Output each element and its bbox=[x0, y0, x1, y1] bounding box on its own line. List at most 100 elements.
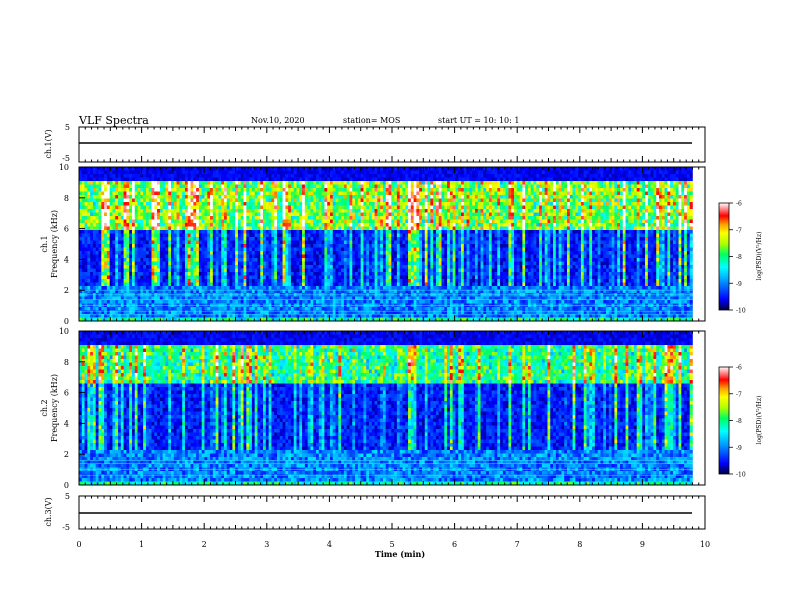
spectrogram-cell bbox=[201, 247, 205, 252]
spectrogram-cell bbox=[307, 226, 311, 231]
spectrogram-cell bbox=[159, 282, 163, 287]
spectrogram-cell bbox=[212, 188, 216, 192]
spectrogram-cell bbox=[338, 223, 342, 227]
spectrogram-cell bbox=[318, 202, 322, 206]
spectrogram-cell bbox=[207, 279, 211, 283]
spectrogram-cell bbox=[204, 184, 208, 189]
spectrogram-cell bbox=[187, 223, 191, 227]
spectrogram-cell bbox=[179, 300, 183, 304]
spectrogram-cell bbox=[123, 272, 127, 276]
spectrogram-cell bbox=[324, 258, 328, 262]
spectrogram-cell bbox=[79, 296, 83, 301]
spectrogram-cell bbox=[196, 289, 200, 294]
spectrogram-cell bbox=[118, 307, 122, 311]
spectrogram-cell bbox=[137, 282, 141, 287]
spectrogram-cell bbox=[207, 195, 211, 199]
spectrogram-cell bbox=[226, 219, 230, 224]
spectrogram-cell bbox=[196, 300, 200, 304]
spectrogram-cell bbox=[232, 272, 236, 276]
spectrogram-cell bbox=[265, 237, 269, 241]
spectrogram-cell bbox=[374, 219, 378, 224]
spectrogram-cell bbox=[159, 240, 163, 245]
spectrogram-cell bbox=[137, 317, 141, 322]
spectrogram-cell bbox=[210, 268, 214, 273]
spectrogram-cell bbox=[229, 289, 233, 294]
spectrogram-cell bbox=[240, 209, 244, 213]
spectrogram-cell bbox=[237, 310, 242, 315]
spectrogram-cell bbox=[316, 181, 320, 185]
spectrogram-cell bbox=[134, 226, 138, 231]
spectrogram-cell bbox=[173, 240, 177, 245]
spectrogram-cell bbox=[265, 275, 269, 280]
spectrogram-cell bbox=[120, 254, 124, 259]
spectrogram-cell bbox=[190, 268, 194, 273]
spectrogram-cell bbox=[296, 237, 300, 241]
spectrogram-cell bbox=[98, 268, 102, 273]
spectrogram-cell bbox=[120, 272, 124, 276]
spectrogram-cell bbox=[196, 279, 200, 283]
spectrogram-cell bbox=[226, 216, 230, 220]
spectrogram-cell bbox=[90, 195, 94, 199]
spectrogram-cell bbox=[321, 275, 325, 280]
spectrogram-cell bbox=[332, 265, 336, 269]
spectrogram-cell bbox=[304, 258, 308, 262]
spectrogram-cell bbox=[193, 300, 197, 304]
spectrogram-cell bbox=[193, 209, 197, 213]
spectrogram-cell bbox=[120, 202, 124, 206]
spectrogram-cell bbox=[126, 170, 130, 175]
spectrogram-cell bbox=[243, 188, 247, 192]
spectrogram-cell bbox=[184, 247, 189, 252]
spectrogram-cell bbox=[377, 233, 381, 238]
spectrogram-cell bbox=[104, 317, 108, 322]
spectrogram-cell bbox=[271, 240, 275, 245]
spectrogram-cell bbox=[324, 286, 328, 290]
spectrogram-cell bbox=[363, 198, 367, 203]
spectrogram-cell bbox=[332, 170, 336, 175]
spectrogram-cell bbox=[254, 223, 258, 227]
spectrogram-cell bbox=[240, 296, 244, 301]
spectrogram-cell bbox=[346, 198, 350, 203]
spectrogram-cell bbox=[285, 167, 289, 171]
spectrogram-cell bbox=[204, 202, 208, 206]
spectrogram-cell bbox=[104, 184, 108, 189]
spectrogram-cell bbox=[304, 216, 308, 220]
spectrogram-cell bbox=[274, 300, 278, 304]
spectrogram-cell bbox=[79, 177, 83, 182]
spectrogram-cell bbox=[151, 307, 155, 311]
spectrogram-cell bbox=[260, 191, 264, 196]
spectrogram-cell bbox=[204, 188, 208, 192]
spectrogram-cell bbox=[106, 181, 110, 185]
spectrogram-cell bbox=[212, 219, 216, 224]
spectrogram-cell bbox=[112, 254, 116, 259]
spectrogram-cell bbox=[271, 289, 275, 294]
spectrogram-cell bbox=[327, 254, 331, 259]
spectrogram-cell bbox=[98, 289, 102, 294]
spectrogram-cell bbox=[131, 261, 136, 266]
spectrogram-cell bbox=[104, 314, 108, 318]
spectrogram-cell bbox=[162, 209, 166, 213]
spectrogram-cell bbox=[151, 205, 155, 210]
spectrogram-cell bbox=[313, 268, 317, 273]
spectrogram-cell bbox=[271, 275, 275, 280]
spectrogram-cell bbox=[154, 184, 158, 189]
spectrogram-cell bbox=[224, 174, 228, 178]
spectrogram-cell bbox=[193, 216, 197, 220]
spectrogram-cell bbox=[310, 226, 314, 231]
spectrogram-cell bbox=[143, 296, 147, 301]
spectrogram-cell bbox=[246, 272, 250, 276]
spectrogram-cell bbox=[168, 275, 172, 280]
spectrogram-cell bbox=[338, 282, 342, 287]
spectrogram-cell bbox=[313, 317, 317, 322]
spectrogram-cell bbox=[299, 198, 303, 203]
spectrogram-cell bbox=[120, 181, 124, 185]
spectrogram-cell bbox=[212, 314, 216, 318]
spectrogram-cell bbox=[151, 272, 155, 276]
spectrogram-cell bbox=[237, 202, 242, 206]
spectrogram-cell bbox=[196, 265, 200, 269]
spectrogram-cell bbox=[173, 282, 177, 287]
spectrogram-cell bbox=[341, 261, 345, 266]
spectrogram-cell bbox=[310, 261, 314, 266]
spectrogram-cell bbox=[140, 310, 144, 315]
spectrogram-cell bbox=[240, 254, 244, 259]
spectrogram-cell bbox=[226, 195, 230, 199]
